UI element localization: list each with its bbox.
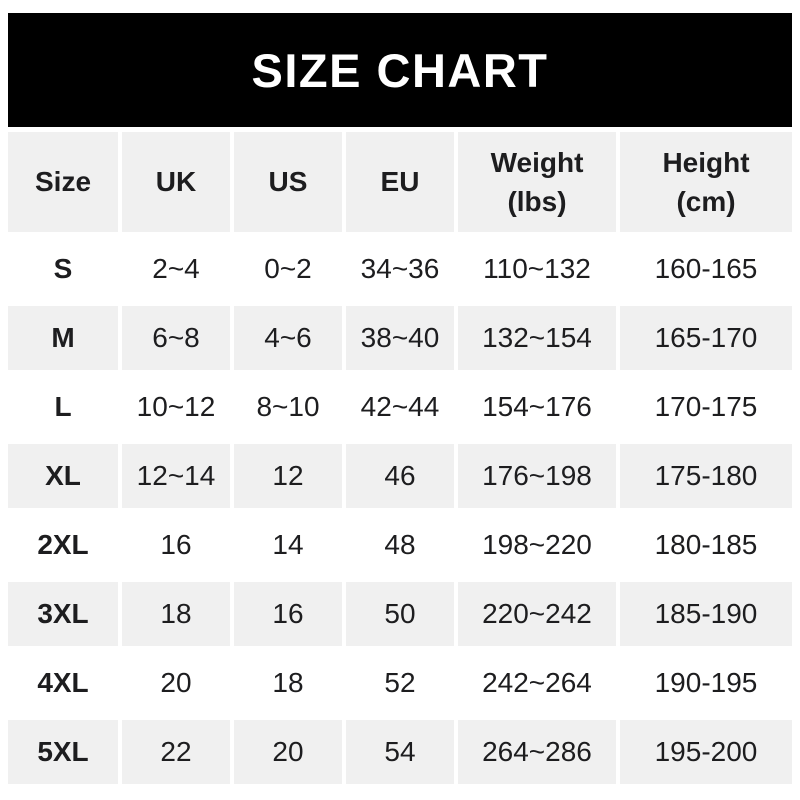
value-cell: 165-170 — [620, 306, 792, 370]
value-cell: 110~132 — [458, 237, 616, 301]
value-cell: 4~6 — [234, 306, 342, 370]
value-cell: 20 — [234, 720, 342, 784]
value-cell: 46 — [346, 444, 454, 508]
value-cell: 18 — [122, 582, 230, 646]
size-label-cell: L — [8, 375, 118, 439]
title-banner: SIZE CHART — [8, 13, 792, 127]
size-label-cell: XL — [8, 444, 118, 508]
size-label-cell: S — [8, 237, 118, 301]
column-header-size: Size — [8, 132, 118, 232]
value-cell: 18 — [234, 651, 342, 715]
value-cell: 0~2 — [234, 237, 342, 301]
value-cell: 48 — [346, 513, 454, 577]
value-cell: 54 — [346, 720, 454, 784]
table-header-row: Size UK US EU Weight (lbs) Height (cm) — [8, 132, 792, 232]
size-table-body: S 2~4 0~2 34~36 110~132 160-165 M 6~8 4~6 38~4… — [8, 237, 792, 784]
table-row: 5XL 22 20 54 264~286 195-200 — [8, 720, 792, 784]
table-row: XL 12~14 12 46 176~198 175-180 — [8, 444, 792, 508]
value-cell: 180-185 — [620, 513, 792, 577]
value-cell: 176~198 — [458, 444, 616, 508]
value-cell: 198~220 — [458, 513, 616, 577]
value-cell: 38~40 — [346, 306, 454, 370]
value-cell: 264~286 — [458, 720, 616, 784]
value-cell: 8~10 — [234, 375, 342, 439]
value-cell: 2~4 — [122, 237, 230, 301]
value-cell: 52 — [346, 651, 454, 715]
column-header-weight: Weight (lbs) — [458, 132, 616, 232]
value-cell: 175-180 — [620, 444, 792, 508]
value-cell: 20 — [122, 651, 230, 715]
column-header-height: Height (cm) — [620, 132, 792, 232]
size-label-cell: 4XL — [8, 651, 118, 715]
value-cell: 132~154 — [458, 306, 616, 370]
value-cell: 10~12 — [122, 375, 230, 439]
value-cell: 12 — [234, 444, 342, 508]
table-row: L 10~12 8~10 42~44 154~176 170-175 — [8, 375, 792, 439]
table-row: 3XL 18 16 50 220~242 185-190 — [8, 582, 792, 646]
value-cell: 42~44 — [346, 375, 454, 439]
size-chart-table: Size UK US EU Weight (lbs) Height (cm) S… — [4, 127, 796, 789]
value-cell: 170-175 — [620, 375, 792, 439]
size-label-cell: 3XL — [8, 582, 118, 646]
value-cell: 6~8 — [122, 306, 230, 370]
value-cell: 16 — [234, 582, 342, 646]
value-cell: 22 — [122, 720, 230, 784]
value-cell: 220~242 — [458, 582, 616, 646]
value-cell: 154~176 — [458, 375, 616, 439]
table-row: 2XL 16 14 48 198~220 180-185 — [8, 513, 792, 577]
value-cell: 34~36 — [346, 237, 454, 301]
value-cell: 50 — [346, 582, 454, 646]
table-row: S 2~4 0~2 34~36 110~132 160-165 — [8, 237, 792, 301]
value-cell: 12~14 — [122, 444, 230, 508]
size-label-cell: M — [8, 306, 118, 370]
column-header-eu: EU — [346, 132, 454, 232]
column-header-us: US — [234, 132, 342, 232]
value-cell: 190-195 — [620, 651, 792, 715]
column-header-uk: UK — [122, 132, 230, 232]
value-cell: 185-190 — [620, 582, 792, 646]
size-label-cell: 2XL — [8, 513, 118, 577]
value-cell: 160-165 — [620, 237, 792, 301]
value-cell: 242~264 — [458, 651, 616, 715]
value-cell: 16 — [122, 513, 230, 577]
page-title: SIZE CHART — [251, 43, 549, 97]
table-row: M 6~8 4~6 38~40 132~154 165-170 — [8, 306, 792, 370]
value-cell: 14 — [234, 513, 342, 577]
value-cell: 195-200 — [620, 720, 792, 784]
table-row: 4XL 20 18 52 242~264 190-195 — [8, 651, 792, 715]
size-label-cell: 5XL — [8, 720, 118, 784]
